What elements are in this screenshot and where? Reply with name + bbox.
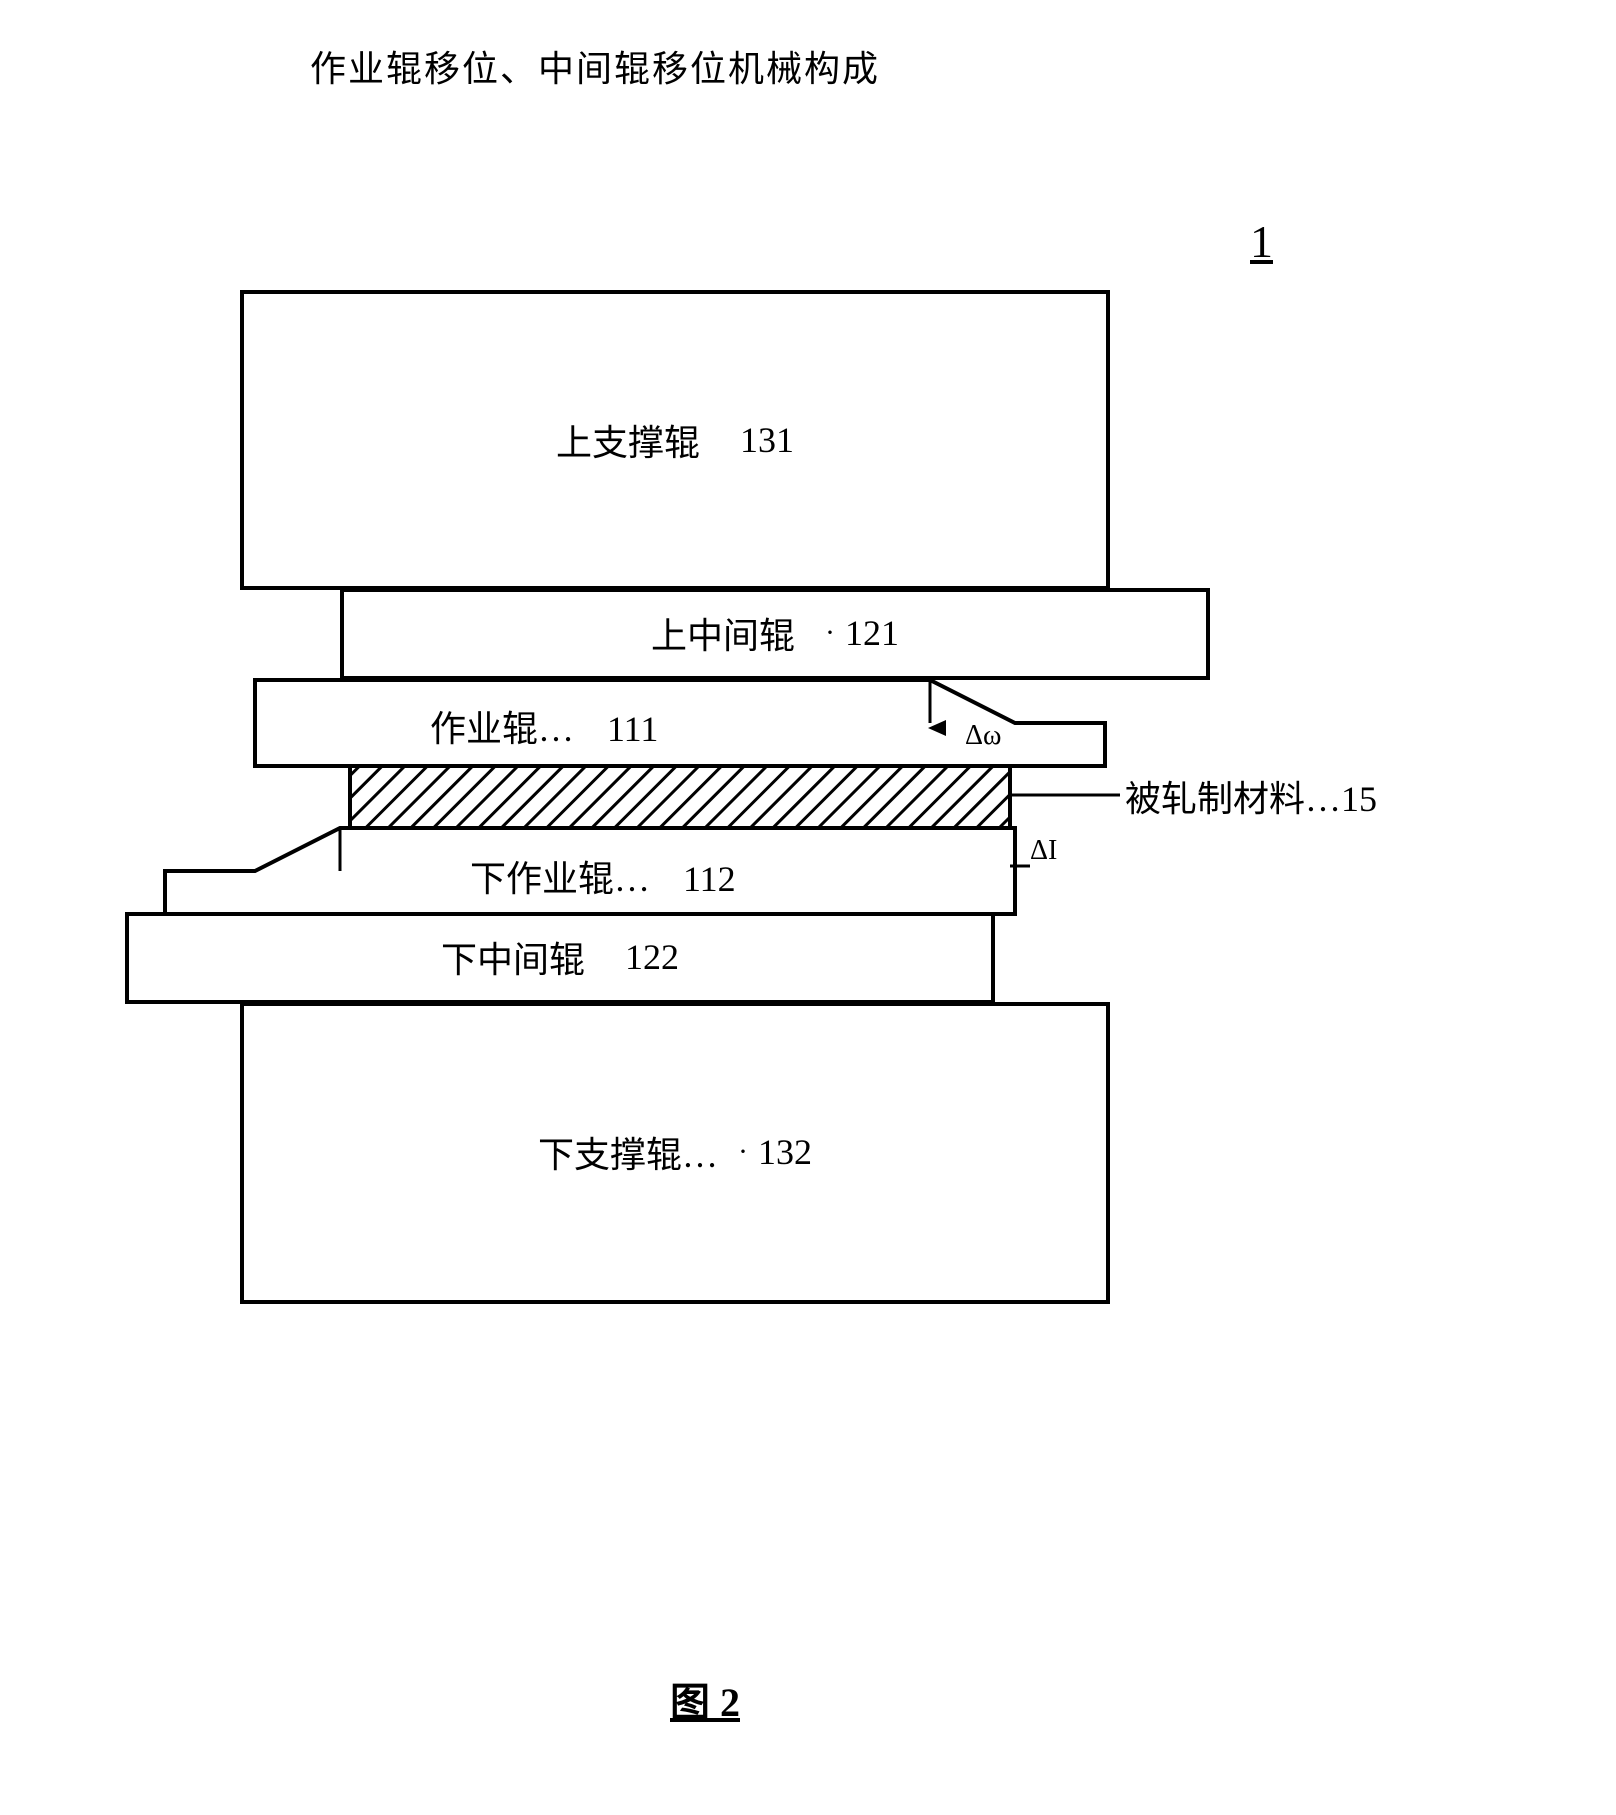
delta-w-arrow-icon xyxy=(928,720,946,736)
lower-inter-num: 122 xyxy=(625,936,679,978)
assembly-ref: 1 xyxy=(1250,215,1273,268)
upper-intermediate-roll: 上中间辊 · 121 xyxy=(340,590,1210,680)
upper-backup-label: 上支撑辊 xyxy=(556,414,700,466)
delta-w-label: Δω xyxy=(965,720,1001,752)
lower-backup-num: 132 xyxy=(758,1131,812,1173)
diagram-title: 作业辊移位、中间辊移位机械构成 xyxy=(310,40,880,92)
diagram-page: 作业辊移位、中间辊移位机械构成 1 上支撑辊 131 上中间辊 · 121 作业… xyxy=(30,30,1586,1785)
upper-inter-num: 121 xyxy=(845,612,899,654)
lower-work-label: 下作业辊… 112 xyxy=(470,850,736,902)
lower-inter-label: 下中间辊 xyxy=(441,931,585,983)
upper-work-label: 作业辊… 111 xyxy=(430,700,658,752)
lower-backup-roll: 下支撑辊… · 132 xyxy=(240,1004,1110,1304)
lower-backup-dot: · xyxy=(738,1135,748,1169)
upper-inter-dot: · xyxy=(825,616,835,650)
delta-i-label: ΔI xyxy=(1030,835,1057,867)
material-label: 被轧制材料…15 xyxy=(1125,770,1377,822)
upper-backup-roll: 上支撑辊 131 xyxy=(240,290,1110,590)
lower-backup-label: 下支撑辊… xyxy=(538,1126,718,1178)
upper-inter-label: 上中间辊 xyxy=(651,607,795,659)
upper-backup-num: 131 xyxy=(740,419,794,461)
figure-number: 图 2 xyxy=(670,1670,740,1728)
lower-intermediate-roll: 下中间辊 122 xyxy=(125,914,995,1004)
